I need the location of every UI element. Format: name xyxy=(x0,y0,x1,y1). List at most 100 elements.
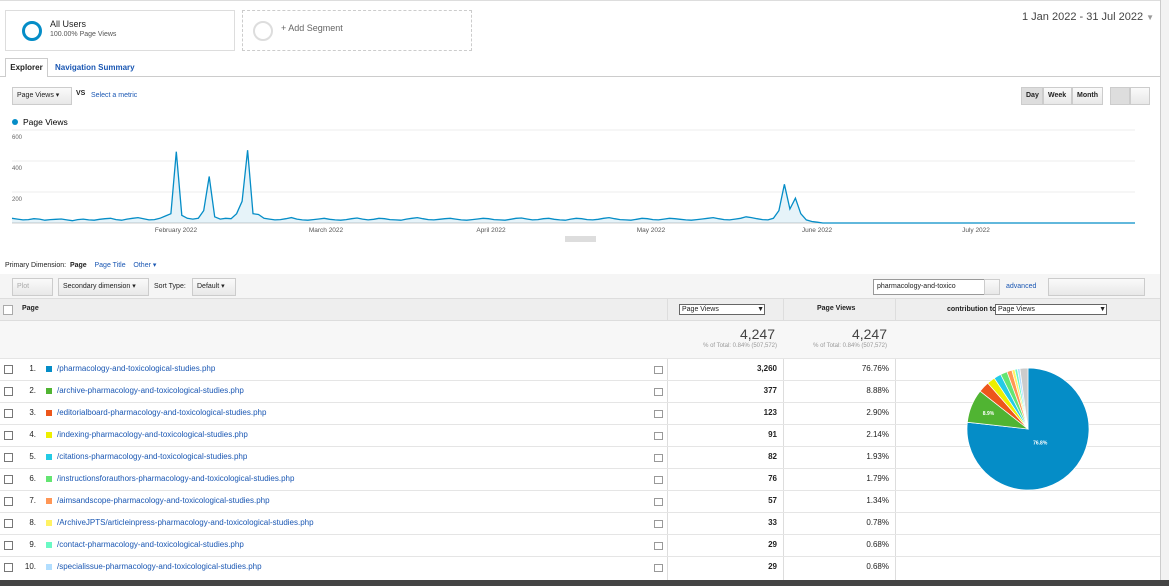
checkbox[interactable] xyxy=(3,305,13,315)
checkbox[interactable] xyxy=(4,365,13,374)
select-metric[interactable]: Select a metric xyxy=(91,92,138,99)
line-chart-button[interactable] xyxy=(1110,87,1130,105)
open-icon xyxy=(654,542,663,550)
checkbox[interactable] xyxy=(4,431,13,440)
text: Secondary dimension xyxy=(63,283,131,290)
color-swatch xyxy=(46,432,52,438)
checkbox[interactable] xyxy=(4,541,13,550)
page-link[interactable]: /contact-pharmacology-and-toxicological-… xyxy=(57,540,244,549)
top-edge xyxy=(0,0,1160,1)
row-index: 1. xyxy=(29,364,36,373)
table-row: 1. /pharmacology-and-toxicological-studie… xyxy=(0,358,1160,381)
segment-detail: 100.00% Page Views xyxy=(50,31,117,38)
open-icon xyxy=(654,476,663,484)
dimension[interactable]: Page Title xyxy=(94,262,126,269)
page-link[interactable]: /instructionsforauthors-pharmacology-and… xyxy=(57,474,295,483)
line xyxy=(11,150,1135,224)
color-swatch xyxy=(46,454,52,460)
dimension[interactable]: Other xyxy=(133,262,151,269)
views: 57 xyxy=(768,496,777,505)
metric-text: Page Views xyxy=(17,92,54,99)
date-range[interactable]: 1 Jan 2022 - 31 Jul 2022 ▼ xyxy=(1022,11,1155,23)
page-link[interactable]: /pharmacology-and-toxicological-studies.… xyxy=(57,364,216,373)
row-index: 9. xyxy=(29,540,36,549)
search-box[interactable]: pharmacology-and-toxico xyxy=(873,279,986,295)
open-icon xyxy=(654,432,663,440)
percent: 0.68% xyxy=(866,562,889,571)
percent: 0.68% xyxy=(866,540,889,549)
row-index: 2. xyxy=(29,386,36,395)
tab[interactable]: Explorer xyxy=(5,58,48,77)
table-row: 9. /contact-pharmacology-and-toxicologica… xyxy=(0,534,1160,557)
view-buttons[interactable] xyxy=(1048,278,1145,296)
totals-row xyxy=(0,320,1160,359)
metric-select[interactable]: Page Views ▾ xyxy=(12,87,72,105)
checkbox[interactable] xyxy=(4,475,13,484)
primary-dimension: Primary Dimension: Page Page Title Other… xyxy=(5,262,157,269)
page-link[interactable]: /archive-pharmacology-and-toxicological-… xyxy=(57,386,244,395)
advanced-link[interactable]: advanced xyxy=(1006,283,1037,290)
text: Page Views xyxy=(998,306,1035,313)
checkbox[interactable] xyxy=(4,409,13,418)
checkbox[interactable] xyxy=(4,497,13,506)
y-tick-label: 400 xyxy=(12,166,23,172)
table-row: 5. /citations-pharmacology-and-toxicologi… xyxy=(0,446,1160,469)
metric-select[interactable]: Page Views ▼ xyxy=(679,304,765,315)
secondary-dimension[interactable]: Secondary dimension ▾ xyxy=(58,278,149,296)
table-row: 8. /ArchiveJPTS/articleinpress-pharmacolo… xyxy=(0,512,1160,535)
period-button[interactable]: Week xyxy=(1043,87,1072,105)
collapse-handle[interactable] xyxy=(565,236,596,242)
views: 3,260 xyxy=(756,364,777,373)
page-link[interactable]: /citations-pharmacology-and-toxicologica… xyxy=(57,452,248,461)
open-icon xyxy=(654,388,663,396)
total: 4,247 xyxy=(739,326,775,342)
table-header xyxy=(0,298,1160,321)
label: Primary Dimension: xyxy=(5,262,67,269)
total-pct: % of Total: 0.84% (507,572) xyxy=(703,343,777,349)
views: 91 xyxy=(768,430,777,439)
x-tick-label: February 2022 xyxy=(155,227,198,234)
views: 29 xyxy=(768,562,777,571)
page-link[interactable]: /ArchiveJPTS/articleinpress-pharmacology… xyxy=(57,518,314,527)
period-button[interactable]: Month xyxy=(1072,87,1103,105)
open-icon xyxy=(654,410,663,418)
add-segment[interactable]: + Add Segment xyxy=(242,10,472,51)
plot-rows[interactable]: Plot Rows xyxy=(12,278,53,306)
color-swatch xyxy=(46,542,52,548)
search-button[interactable] xyxy=(984,279,1000,295)
period-button[interactable]: Day xyxy=(1021,87,1043,105)
checkbox[interactable] xyxy=(4,519,13,528)
contribution-select[interactable]: Page Views ▼ xyxy=(995,304,1107,315)
page-link[interactable]: /indexing-pharmacology-and-toxicological… xyxy=(57,430,248,439)
table-row: 10. /specialissue-pharmacology-and-toxico… xyxy=(0,556,1160,579)
page-link[interactable]: /aimsandscope-pharmacology-and-toxicolog… xyxy=(57,496,270,505)
page-link[interactable]: /specialissue-pharmacology-and-toxicolog… xyxy=(57,562,262,571)
percent: 8.88% xyxy=(866,386,889,395)
text: Page Views xyxy=(682,306,719,313)
page-link[interactable]: /editorialboard-pharmacology-and-toxicol… xyxy=(57,408,267,417)
views: 29 xyxy=(768,540,777,549)
percent: 2.14% xyxy=(866,430,889,439)
sort-label: Sort Type: xyxy=(154,283,186,290)
percent: 1.34% xyxy=(866,496,889,505)
views: 123 xyxy=(763,408,777,417)
percent: 76.76% xyxy=(861,364,889,373)
checkbox[interactable] xyxy=(4,453,13,462)
segment-card[interactable]: All Users 100.00% Page Views xyxy=(5,10,235,51)
color-swatch xyxy=(46,410,52,416)
x-tick-label: April 2022 xyxy=(476,227,506,234)
checkbox[interactable] xyxy=(4,387,13,396)
percent: 2.90% xyxy=(866,408,889,417)
checkbox[interactable] xyxy=(4,563,13,572)
row-index: 4. xyxy=(29,430,36,439)
row-index: 3. xyxy=(29,408,36,417)
total: 4,247 xyxy=(851,326,887,342)
col-rule xyxy=(783,298,784,580)
col-rule xyxy=(895,298,896,580)
tab[interactable]: Navigation Summary xyxy=(55,63,135,72)
tab-rule xyxy=(0,76,1160,77)
sort-select[interactable]: Default ▾ xyxy=(192,278,236,296)
dimension[interactable]: Page xyxy=(69,262,87,269)
motion-chart-button[interactable] xyxy=(1130,87,1150,105)
